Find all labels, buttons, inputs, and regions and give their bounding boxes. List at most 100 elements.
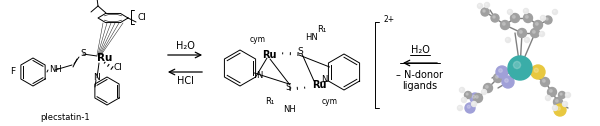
Circle shape — [484, 84, 493, 92]
Circle shape — [465, 103, 475, 113]
Circle shape — [531, 65, 545, 79]
Circle shape — [524, 10, 526, 11]
Circle shape — [470, 93, 480, 103]
Circle shape — [534, 68, 538, 72]
Circle shape — [541, 77, 550, 87]
Text: Ru: Ru — [312, 80, 326, 90]
Circle shape — [473, 103, 474, 104]
Circle shape — [476, 96, 478, 98]
Text: H₂O: H₂O — [410, 45, 430, 55]
Circle shape — [511, 13, 520, 23]
Circle shape — [485, 4, 487, 5]
Circle shape — [523, 13, 533, 23]
Text: S: S — [297, 48, 303, 56]
Text: ligands: ligands — [403, 81, 437, 91]
Circle shape — [557, 107, 560, 110]
Circle shape — [512, 15, 515, 18]
Circle shape — [553, 9, 557, 14]
Text: R₁: R₁ — [265, 97, 274, 105]
Circle shape — [545, 96, 551, 101]
Circle shape — [485, 86, 488, 88]
Circle shape — [464, 91, 472, 99]
Text: 2+: 2+ — [383, 14, 394, 24]
Circle shape — [542, 17, 543, 18]
Circle shape — [517, 28, 527, 38]
Text: N: N — [92, 73, 100, 83]
Text: HN: HN — [305, 34, 318, 42]
Circle shape — [491, 14, 499, 22]
Circle shape — [554, 11, 555, 12]
Circle shape — [467, 105, 470, 108]
Circle shape — [554, 98, 563, 106]
Text: N: N — [257, 71, 263, 80]
Circle shape — [473, 93, 482, 102]
Circle shape — [472, 95, 475, 98]
Circle shape — [530, 28, 539, 38]
Circle shape — [485, 3, 490, 8]
Circle shape — [566, 94, 568, 95]
Circle shape — [461, 89, 462, 90]
Circle shape — [550, 90, 552, 92]
Circle shape — [482, 89, 487, 94]
Circle shape — [553, 105, 557, 111]
Text: cym: cym — [322, 97, 338, 105]
Text: – N-donor: – N-donor — [397, 70, 443, 80]
Circle shape — [514, 61, 521, 69]
Circle shape — [466, 93, 468, 95]
Circle shape — [461, 98, 467, 102]
Circle shape — [546, 18, 548, 20]
Text: plecstatin-1: plecstatin-1 — [40, 113, 90, 122]
Text: NH: NH — [283, 104, 296, 114]
Circle shape — [493, 16, 495, 18]
Circle shape — [479, 5, 480, 6]
Circle shape — [460, 87, 464, 92]
Circle shape — [541, 15, 545, 21]
Circle shape — [566, 92, 571, 98]
Circle shape — [503, 23, 505, 25]
Circle shape — [505, 79, 508, 82]
Circle shape — [526, 39, 527, 40]
Circle shape — [554, 104, 566, 116]
Circle shape — [563, 102, 568, 106]
Text: Ru: Ru — [262, 50, 276, 60]
Circle shape — [539, 32, 545, 37]
Circle shape — [505, 38, 511, 42]
Circle shape — [493, 73, 503, 83]
Circle shape — [556, 100, 558, 102]
Text: Cl: Cl — [114, 64, 123, 72]
Text: cym: cym — [250, 35, 266, 43]
Circle shape — [483, 10, 485, 12]
Circle shape — [533, 21, 542, 29]
Circle shape — [544, 16, 552, 24]
Circle shape — [472, 102, 476, 106]
Circle shape — [554, 107, 555, 108]
Circle shape — [536, 23, 538, 25]
Text: Ru: Ru — [97, 53, 112, 63]
Circle shape — [478, 4, 482, 8]
Circle shape — [458, 105, 463, 111]
Circle shape — [563, 103, 565, 104]
Text: N: N — [321, 74, 328, 84]
Text: F: F — [10, 68, 15, 76]
Circle shape — [526, 15, 528, 18]
Text: H₂O: H₂O — [176, 41, 194, 51]
Circle shape — [542, 80, 545, 82]
Circle shape — [509, 11, 510, 12]
Circle shape — [496, 75, 498, 78]
Text: Cl: Cl — [137, 12, 146, 22]
Text: S: S — [80, 50, 86, 58]
Circle shape — [499, 69, 502, 72]
Circle shape — [481, 8, 489, 16]
Text: HCl: HCl — [176, 76, 193, 86]
Circle shape — [502, 76, 514, 88]
Circle shape — [482, 91, 484, 92]
Text: NH: NH — [49, 66, 62, 74]
Circle shape — [458, 107, 460, 108]
Circle shape — [533, 30, 535, 33]
Circle shape — [547, 97, 548, 98]
Circle shape — [541, 33, 542, 34]
Circle shape — [500, 21, 509, 29]
Circle shape — [496, 66, 508, 78]
Circle shape — [506, 39, 508, 40]
Circle shape — [559, 91, 566, 99]
